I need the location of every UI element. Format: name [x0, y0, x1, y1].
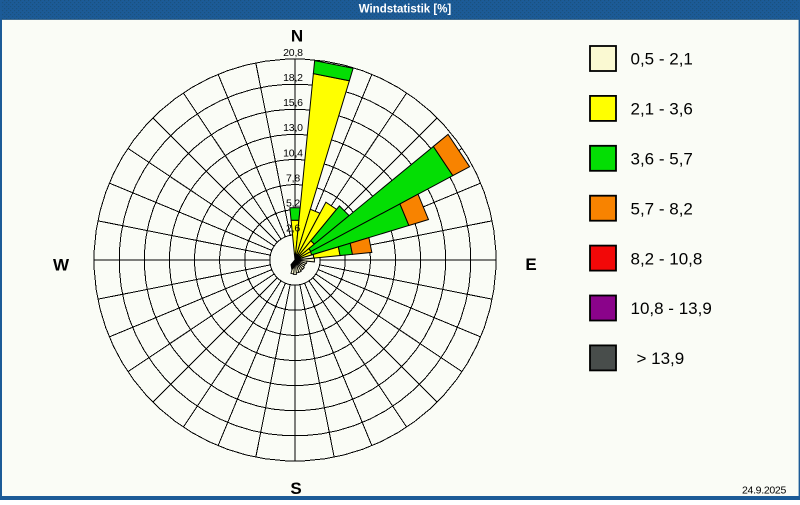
- svg-text:7,8: 7,8: [286, 172, 300, 184]
- svg-text:18,2: 18,2: [283, 72, 303, 84]
- svg-text:0,5 - 2,1: 0,5 - 2,1: [631, 50, 693, 69]
- svg-text:W: W: [53, 256, 70, 275]
- svg-text:24.9.2025: 24.9.2025: [742, 485, 786, 497]
- svg-text:10,4: 10,4: [283, 147, 303, 159]
- svg-text:2,1 - 3,6: 2,1 - 3,6: [631, 100, 693, 119]
- svg-text:20,8: 20,8: [283, 47, 303, 59]
- svg-text:> 13,9: > 13,9: [637, 349, 685, 368]
- svg-text:13,0: 13,0: [283, 122, 303, 134]
- svg-text:S: S: [290, 479, 301, 498]
- svg-text:E: E: [525, 255, 536, 274]
- svg-text:Windstatistik [%]: Windstatistik [%]: [359, 4, 452, 16]
- svg-text:2,6: 2,6: [286, 223, 300, 235]
- svg-text:3,6 - 5,7: 3,6 - 5,7: [631, 150, 693, 169]
- svg-text:10,8 - 13,9: 10,8 - 13,9: [631, 299, 712, 318]
- svg-text:8,2 - 10,8: 8,2 - 10,8: [631, 249, 703, 268]
- svg-text:15,6: 15,6: [283, 97, 303, 109]
- svg-text:5,2: 5,2: [286, 198, 300, 210]
- svg-text:5,7 - 8,2: 5,7 - 8,2: [631, 199, 693, 218]
- svg-text:N: N: [291, 27, 303, 46]
